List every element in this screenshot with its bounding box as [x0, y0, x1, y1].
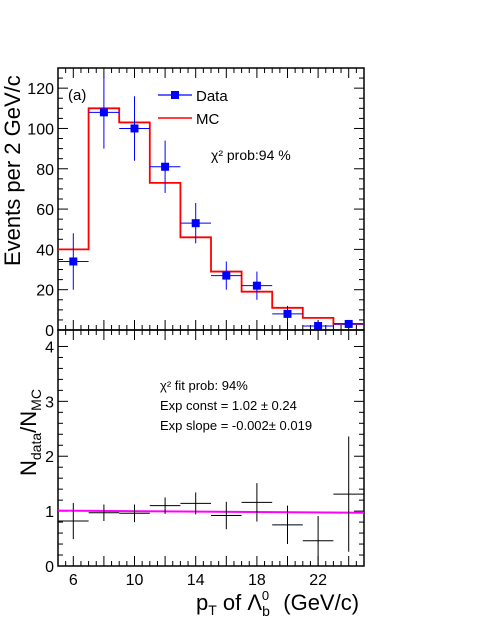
exp-const-annotation: Exp const = 1.02 ± 0.24: [160, 398, 297, 413]
top-y-tick-label: 120: [27, 81, 54, 98]
bottom-y-tick-label: 2: [45, 449, 54, 466]
x-tick-label: 14: [187, 572, 205, 589]
x-axis-label: pT of Λb0 (GeV/c): [196, 588, 359, 619]
data-point-marker: [161, 162, 170, 171]
data-point: [241, 271, 273, 300]
x-tick-label: 6: [69, 572, 78, 589]
data-point: [272, 305, 303, 322]
data-point: [119, 96, 150, 161]
exp-slope-annotation: Exp slope = -0.002± 0.019: [160, 418, 312, 433]
top-y-axis-label: Events per 2 GeV/c: [0, 75, 25, 266]
ratio-point: [88, 504, 120, 521]
top-y-tick-label: 40: [36, 242, 54, 259]
top-y-tick-label: 60: [36, 202, 54, 219]
x-tick-label: 22: [309, 572, 327, 589]
bottom-y-tick-label: 0: [45, 559, 54, 576]
mc-step-line: [58, 107, 364, 325]
ratio-point: [333, 436, 364, 552]
ratio-point: [180, 492, 211, 515]
bottom-y-ticks: 0 1 2 3 4: [45, 339, 364, 576]
data-point-marker: [191, 219, 200, 228]
bottom-panel: 0 1 2 3 4 6 10 14 18 22 χ² fit prob: 94% Exp con…: [16, 329, 365, 619]
data-point-marker: [314, 321, 323, 330]
ratio-point: [149, 497, 181, 514]
panel-label: (a): [68, 87, 86, 104]
fit-prob-annotation: χ² fit prob: 94%: [160, 378, 248, 393]
data-point-marker: [252, 281, 261, 290]
data-point: [333, 319, 364, 328]
chi2-prob-annotation: χ² prob:94 %: [211, 147, 291, 163]
x-tick-label: 18: [248, 572, 266, 589]
fit-line: [57, 509, 365, 514]
bottom-y-tick-label: 4: [45, 339, 54, 356]
top-y-tick-label: 100: [27, 121, 54, 138]
legend: Data MC: [158, 88, 228, 128]
data-point: [88, 76, 120, 149]
x-ticks: 6 10 14 18 22: [57, 330, 365, 589]
top-panel: 0 20 40 60 80 100 120 (a) Data MC χ² prob:94 %…: [0, 67, 365, 340]
legend-data-marker: [171, 91, 179, 99]
bottom-y-tick-label: 1: [45, 504, 54, 521]
data-point: [302, 321, 334, 330]
ratio-point: [211, 501, 242, 530]
bottom-y-axis-label: Ndata/NMC: [16, 389, 44, 476]
data-point-marker: [130, 124, 139, 133]
ratio-point: [272, 505, 303, 545]
x-tick-label: 10: [126, 572, 144, 589]
legend-data-label: Data: [196, 88, 228, 105]
data-point-marker: [283, 309, 292, 318]
ratio-points: [58, 436, 364, 566]
legend-mc-label: MC: [196, 111, 219, 128]
data-point-marker: [344, 319, 353, 328]
data-point: [149, 140, 181, 193]
top-y-tick-label: 0: [45, 323, 54, 340]
data-point-marker: [69, 257, 78, 266]
ratio-point: [119, 504, 150, 523]
bottom-y-tick-label: 3: [45, 394, 54, 411]
top-y-ticks: 0 20 40 60 80 100 120: [27, 68, 365, 340]
mc-histogram: [58, 107, 364, 325]
data-point-marker: [99, 108, 108, 117]
data-point-marker: [222, 271, 231, 280]
top-y-tick-label: 20: [36, 283, 54, 300]
top-y-tick-label: 80: [36, 162, 54, 179]
data-point: [58, 233, 89, 290]
data-points: [58, 76, 364, 330]
ratio-point: [302, 516, 334, 566]
ratio-point: [241, 483, 273, 522]
ratio-point: [58, 502, 89, 540]
data-point: [180, 203, 211, 244]
data-point: [211, 261, 242, 290]
